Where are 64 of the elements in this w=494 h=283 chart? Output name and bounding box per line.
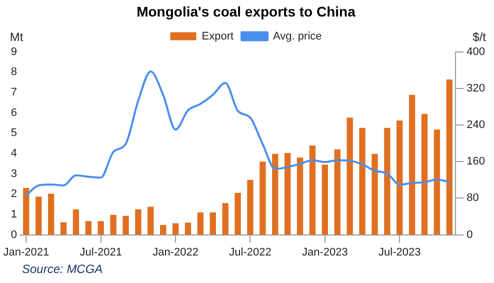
y-tick-label: 1: [10, 208, 17, 220]
y-tick-label: 7: [10, 86, 17, 98]
bar: [36, 196, 42, 235]
y-tick-label: 0: [10, 228, 17, 241]
y2-tick-label: 80: [466, 192, 479, 204]
legend-label: Avg. price: [273, 30, 322, 42]
bar: [110, 214, 116, 235]
x-tick-label: Jul-2021: [80, 246, 122, 258]
bar: [272, 154, 278, 235]
legend-label: Export: [202, 30, 234, 42]
y-tick-label: 8: [10, 66, 17, 78]
x-tick-label: Jul-2023: [378, 246, 421, 258]
y2-tick-label: 400: [466, 46, 486, 58]
bar: [48, 194, 54, 235]
y-tick-label: 6: [10, 106, 17, 119]
y-tick-label: 5: [10, 127, 17, 140]
x-tick-label: Jan-2022: [152, 246, 198, 258]
source-note: Source: MCGA: [22, 262, 103, 276]
bar: [446, 79, 453, 235]
y2-tick-label: 320: [466, 82, 486, 94]
bar: [135, 209, 142, 235]
bar: [234, 192, 241, 235]
bar: [284, 153, 291, 235]
bar: [148, 206, 154, 235]
y2-axis-title: $/t: [472, 30, 487, 44]
x-tick-label: Jan-2021: [3, 246, 50, 258]
y-tick-label: 2: [10, 188, 17, 200]
bar: [160, 225, 166, 235]
bar: [408, 94, 416, 235]
bar: [72, 209, 80, 235]
bar: [98, 221, 104, 235]
bar: [346, 118, 353, 235]
line-series: [25, 70, 450, 196]
bar: [384, 128, 390, 235]
bar: [172, 223, 179, 235]
x-tick-label: Jan-2023: [302, 246, 348, 258]
bar: [296, 158, 304, 235]
chart-title: Mongolia's coal exports to China: [136, 3, 356, 20]
bar: [260, 162, 266, 235]
bar: [372, 154, 378, 235]
bar: [334, 149, 340, 235]
bar: [434, 129, 440, 235]
x-tick-label: Jul-2022: [229, 246, 272, 258]
bar: [322, 164, 328, 235]
bar: [396, 120, 403, 235]
bar: [122, 216, 129, 235]
bar: [197, 212, 204, 235]
y2-tick-label: 0: [466, 228, 473, 241]
bar: [184, 222, 192, 235]
bar: [421, 114, 428, 235]
bar: [85, 221, 92, 235]
bar: [247, 180, 254, 235]
y-tick-label: 4: [10, 148, 17, 160]
y2-tick-label: 160: [466, 156, 486, 168]
y-axis-title: Mt: [10, 30, 24, 44]
y2-tick-label: 240: [466, 119, 486, 132]
bar: [60, 222, 67, 235]
bar: [309, 146, 316, 235]
bar: [210, 212, 216, 235]
y-tick-label: 3: [10, 168, 17, 180]
bar: [359, 128, 366, 235]
y-tick-label: 9: [10, 46, 17, 58]
bar: [23, 188, 30, 235]
bar: [222, 203, 228, 235]
